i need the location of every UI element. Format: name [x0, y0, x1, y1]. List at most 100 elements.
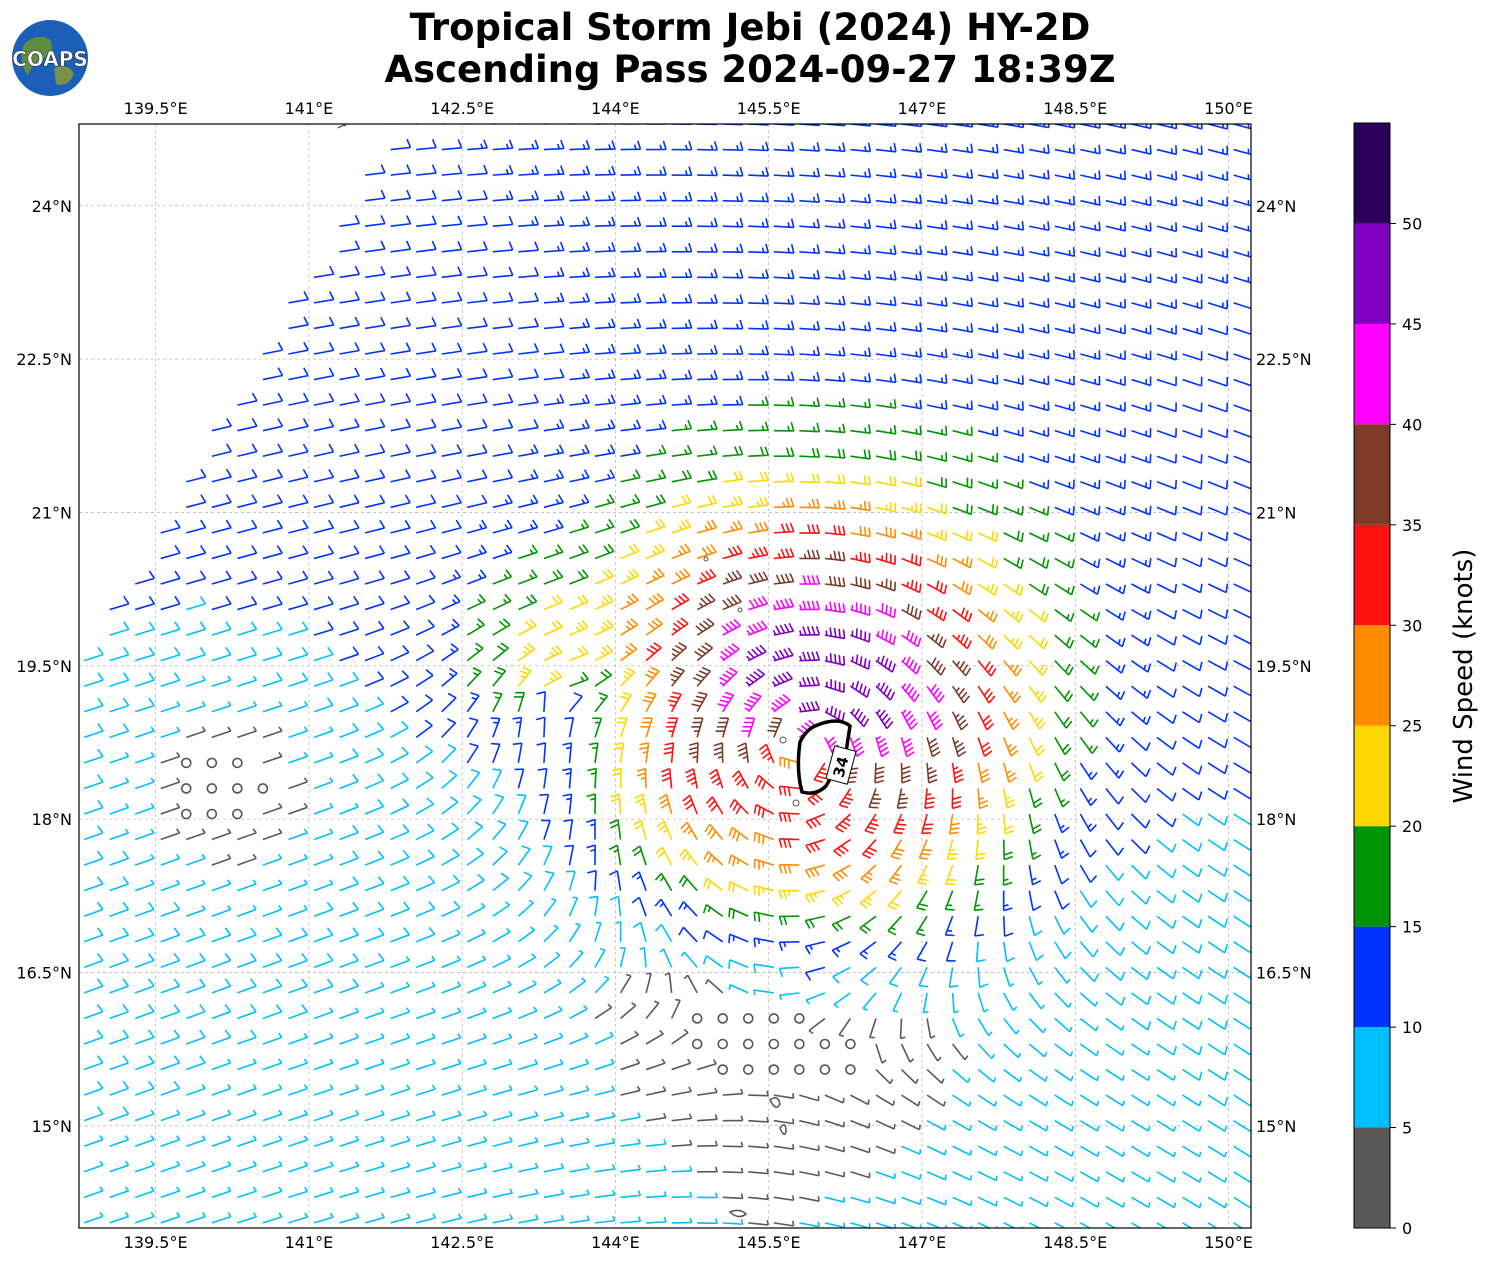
barb-flag: [457, 266, 463, 276]
wind-barb: [1182, 608, 1203, 620]
barb-staff: [901, 199, 922, 205]
barb-half-flag: [530, 473, 535, 479]
barb-flag: [1225, 505, 1229, 516]
barb-half-flag: [730, 500, 735, 506]
wind-barb: [620, 242, 642, 253]
wind-barb: [1003, 685, 1022, 704]
wind-barb: [1130, 685, 1152, 699]
barb-staff: [1003, 455, 1024, 464]
barb-flag: [952, 796, 962, 801]
barb-flag: [303, 316, 309, 326]
barb-staff: [1182, 787, 1200, 801]
wind-barbs: [83, 119, 1251, 1228]
wind-barb: [722, 545, 743, 560]
wind-barb: [1054, 583, 1075, 596]
barb-staff: [415, 777, 434, 790]
barb-half-flag: [719, 655, 725, 661]
barb-flag: [1098, 170, 1101, 180]
wind-barb: [83, 672, 104, 687]
wind-barb: [875, 682, 896, 701]
barb-staff: [1156, 174, 1177, 181]
wind-barb: [1156, 325, 1177, 335]
wind-barb: [1207, 299, 1228, 310]
barb-flag: [539, 793, 549, 796]
barb-flag: [636, 394, 642, 404]
wind-barb: [1182, 583, 1203, 594]
barb-flag: [787, 647, 794, 656]
wind-barb: [313, 443, 335, 458]
barb-half-flag: [555, 498, 560, 504]
barb-half-flag: [626, 600, 631, 606]
wind-barb: [339, 824, 359, 841]
barb-half-flag: [829, 554, 833, 560]
barb-flag: [637, 140, 642, 150]
wind-barb: [646, 318, 667, 330]
wind-barb: [313, 316, 335, 330]
barb-flag: [1224, 738, 1229, 749]
barb-staff: [568, 695, 583, 713]
barb-staff: [838, 788, 852, 806]
barb-staff: [237, 552, 257, 560]
barb-staff: [160, 755, 180, 764]
barb-staff: [755, 803, 775, 815]
barb-flag: [905, 746, 914, 753]
barb-flag: [908, 718, 916, 726]
barb-staff: [1207, 532, 1227, 542]
barb-staff: [697, 403, 718, 406]
barb-flag: [557, 519, 564, 528]
barb-flag: [512, 716, 522, 720]
barb-flag: [225, 468, 232, 478]
barb-half-flag: [889, 428, 893, 434]
barb-staff: [339, 349, 360, 355]
wind-barb: [1080, 376, 1101, 386]
wind-barb: [83, 850, 104, 866]
barb-flag: [1225, 583, 1229, 593]
wind-barb: [1233, 608, 1251, 619]
barb-staff: [748, 174, 769, 177]
barb-flag: [609, 469, 616, 478]
barb-flag: [1224, 661, 1229, 671]
barb-staff: [313, 883, 334, 892]
barb-flag: [815, 575, 821, 585]
barb-flag: [302, 468, 309, 478]
barb-flag: [1225, 635, 1229, 645]
barb-flag: [962, 664, 969, 673]
wind-barb: [237, 646, 258, 662]
wind-barb: [633, 819, 647, 840]
barb-flag: [802, 600, 807, 610]
barb-staff: [748, 302, 769, 305]
barb-half-flag: [684, 348, 688, 354]
wind-barb: [211, 443, 232, 457]
calm-circle: [206, 783, 218, 794]
barb-flag: [807, 524, 812, 534]
barb-staff: [639, 845, 647, 866]
barb-staff: [1028, 583, 1047, 596]
barb-flag: [806, 575, 812, 585]
barb-half-flag: [986, 611, 990, 617]
wind-barb: [697, 217, 718, 228]
barb-staff: [186, 628, 206, 636]
barb-half-flag: [609, 119, 611, 124]
barb-flag: [991, 640, 998, 650]
barb-staff: [977, 481, 998, 490]
barb-staff: [186, 704, 206, 713]
barb-flag: [663, 751, 673, 755]
barb-half-flag: [798, 681, 803, 687]
barb-staff: [1080, 429, 1100, 438]
barb-half-flag: [659, 195, 663, 201]
barb-staff: [594, 768, 597, 789]
barb-flag: [424, 719, 433, 727]
barb-staff: [696, 647, 714, 662]
barb-flag: [732, 521, 739, 530]
barb-staff: [976, 813, 979, 835]
wind-barb: [900, 762, 911, 784]
barb-staff: [390, 882, 410, 892]
barb-flag: [685, 768, 694, 774]
wind-barb: [917, 864, 929, 886]
wind-barb: [952, 580, 973, 596]
barb-flag: [852, 737, 861, 745]
barb-staff: [492, 600, 512, 611]
barb-flag: [811, 473, 816, 483]
barb-flag: [1198, 868, 1203, 878]
wind-barb: [978, 323, 999, 334]
